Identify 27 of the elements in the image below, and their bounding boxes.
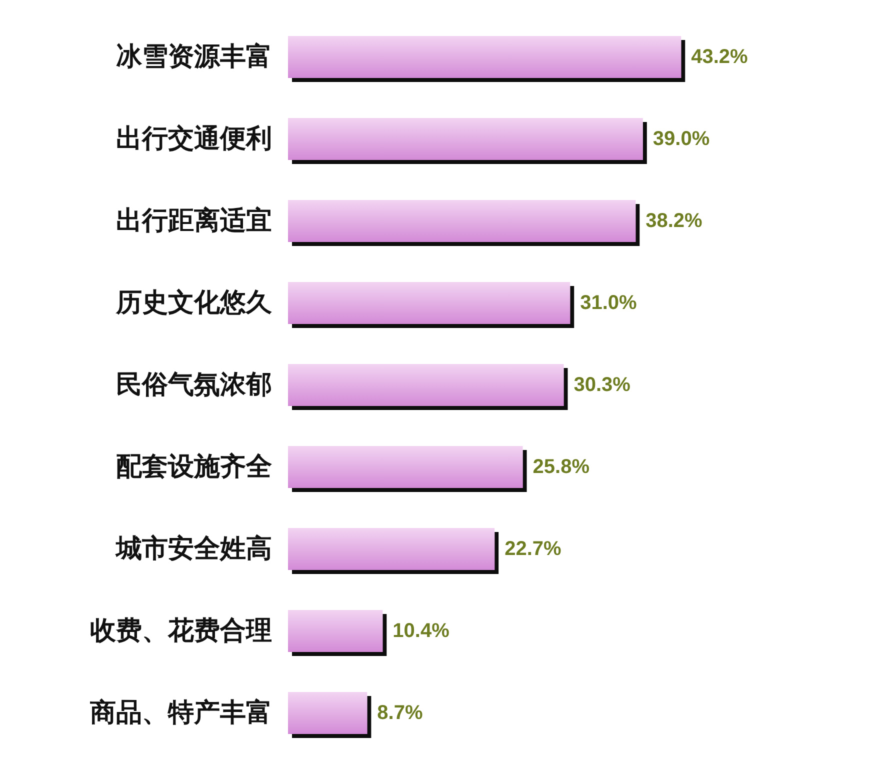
bar: [288, 118, 643, 160]
y-tick-label: 出行交通便利: [116, 124, 272, 154]
data-label: 8.7%: [377, 702, 423, 724]
bar: [288, 610, 383, 652]
data-label: 30.3%: [574, 374, 631, 396]
y-tick-label: 商品、特产丰富: [89, 698, 272, 728]
bar: [288, 364, 564, 406]
y-tick-label: 出行距离适宜: [116, 206, 272, 236]
data-label: 31.0%: [580, 292, 638, 314]
y-tick-label: 民俗气氛浓郁: [116, 370, 272, 400]
bar: [288, 200, 636, 242]
bar: [288, 528, 495, 570]
y-tick-label: 城市安全姓高: [115, 534, 272, 564]
data-label: 22.7%: [504, 538, 562, 560]
y-tick-label: 历史文化悠久: [115, 288, 273, 318]
y-tick-label: 配套设施齐全: [116, 452, 273, 482]
data-label: 25.8%: [532, 456, 590, 478]
bar: [288, 692, 368, 734]
data-label: 38.2%: [646, 210, 703, 232]
y-tick-label: 收费、花费合理: [90, 616, 272, 646]
y-tick-label: 冰雪资源丰富: [116, 42, 272, 72]
bar: [288, 446, 523, 488]
bar: [288, 282, 570, 324]
data-label: 43.2%: [691, 46, 748, 68]
data-label: 10.4%: [392, 620, 450, 642]
data-label: 39.0%: [652, 128, 710, 150]
bar: [288, 36, 682, 78]
